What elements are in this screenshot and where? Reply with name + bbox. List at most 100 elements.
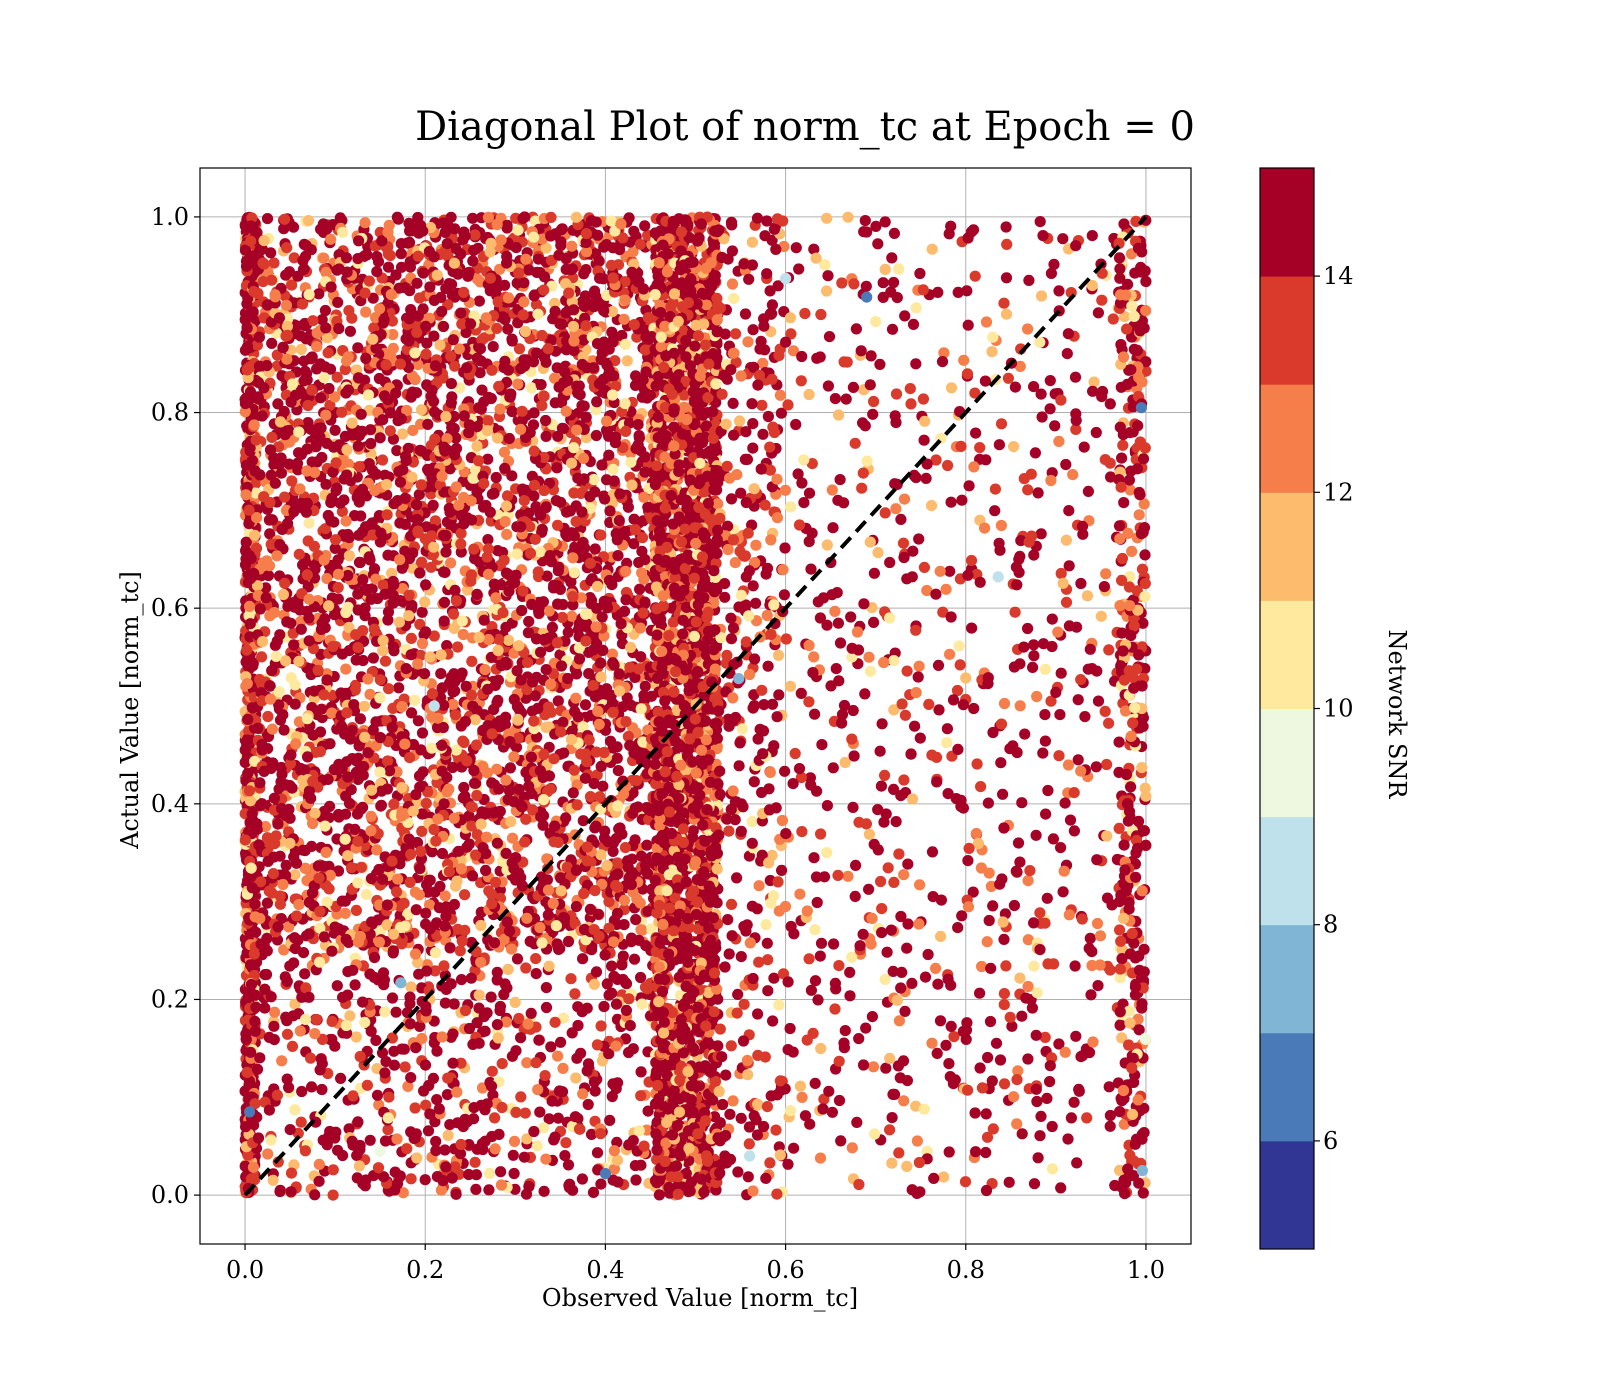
- scatter-point: [499, 355, 511, 367]
- scatter-point: [505, 816, 517, 828]
- scatter-point: [450, 595, 462, 607]
- scatter-point: [633, 275, 645, 287]
- scatter-point: [482, 568, 495, 581]
- scatter-point: [257, 276, 269, 288]
- scatter-point: [631, 893, 643, 905]
- scatter-point: [537, 819, 549, 831]
- scatter-point: [608, 475, 620, 487]
- scatter-point: [303, 289, 315, 301]
- scatter-point: [528, 715, 540, 727]
- scatter-point: [366, 517, 378, 529]
- scatter-point: [545, 556, 558, 568]
- scatter-point: [497, 607, 509, 619]
- scatter-point: [428, 395, 440, 407]
- scatter-point: [319, 361, 331, 373]
- scatter-point: [578, 268, 590, 280]
- scatter-point: [626, 479, 638, 491]
- scatter-point: [290, 738, 302, 750]
- scatter-point: [471, 486, 483, 498]
- scatter-point: [240, 545, 252, 557]
- scatter-point: [484, 272, 496, 284]
- scatter-point: [639, 596, 651, 608]
- scatter-point: [571, 799, 583, 811]
- scatter-point: [568, 567, 581, 579]
- scatter-point: [353, 372, 365, 384]
- scatter-point: [374, 432, 386, 444]
- scatter-point: [261, 932, 273, 945]
- scatter-point: [320, 409, 332, 421]
- scatter-point: [595, 671, 607, 683]
- scatter-point: [257, 636, 269, 648]
- scatter-point: [589, 543, 601, 555]
- scatter-point: [350, 904, 362, 917]
- scatter-point: [289, 679, 301, 691]
- scatter-point: [269, 477, 281, 489]
- scatter-point: [468, 764, 480, 777]
- scatter-point: [380, 359, 392, 371]
- scatter-point: [480, 312, 492, 324]
- scatter-points: [239, 211, 1152, 1201]
- scatter-point: [319, 820, 331, 832]
- scatter-point: [540, 721, 552, 734]
- scatter-point: [445, 557, 457, 569]
- scatter-point: [359, 249, 371, 262]
- scatter-point: [486, 364, 498, 376]
- scatter-point: [468, 244, 480, 256]
- scatter-point: [570, 692, 582, 704]
- scatter-point: [245, 1173, 257, 1185]
- scatter-point: [552, 519, 564, 531]
- scatter-point: [481, 425, 494, 437]
- scatter-point: [330, 457, 342, 469]
- scatter-point: [428, 294, 440, 306]
- scatter-point: [388, 798, 400, 810]
- scatter-point: [435, 649, 447, 661]
- scatter-point: [506, 832, 519, 844]
- scatter-point: [466, 801, 478, 813]
- scatter-point: [421, 337, 433, 349]
- scatter-point: [241, 644, 253, 656]
- scatter-point: [615, 218, 627, 230]
- scatter-point: [619, 397, 631, 410]
- scatter-point: [436, 739, 448, 752]
- scatter-point: [499, 516, 511, 528]
- scatter-point: [471, 352, 483, 364]
- scatter-point: [588, 362, 600, 374]
- scatter-point: [307, 817, 319, 830]
- scatter-point: [320, 846, 332, 859]
- scatter-point: [604, 370, 616, 382]
- scatter-point: [385, 289, 397, 301]
- scatter-point: [443, 278, 455, 290]
- scatter-point: [609, 870, 621, 882]
- scatter-point: [276, 768, 288, 780]
- scatter-point: [626, 869, 638, 881]
- scatter-point: [427, 499, 439, 511]
- scatter-point: [277, 588, 289, 601]
- scatter-point: [318, 689, 330, 701]
- scatter-point: [367, 333, 379, 345]
- scatter-point: [545, 230, 557, 242]
- scatter-point: [436, 305, 448, 318]
- scatter-point: [448, 812, 460, 824]
- scatter-point: [432, 712, 444, 724]
- scatter-point: [393, 682, 405, 694]
- scatter-point: [240, 489, 252, 501]
- scatter-point: [461, 362, 473, 374]
- scatter-point: [301, 374, 313, 386]
- scatter-point: [415, 404, 428, 416]
- scatter-point: [394, 476, 406, 488]
- scatter-point: [542, 884, 555, 896]
- scatter-point: [384, 765, 396, 777]
- scatter-point: [490, 471, 502, 484]
- scatter-point: [584, 490, 596, 503]
- scatter-point: [297, 559, 309, 571]
- scatter-point: [437, 320, 450, 333]
- scatter-point: [302, 535, 314, 547]
- scatter-point: [608, 659, 620, 671]
- scatter-point: [258, 382, 270, 394]
- scatter-point: [638, 573, 650, 585]
- scatter-point: [264, 610, 276, 622]
- scatter-point: [404, 752, 416, 764]
- scatter-point: [552, 565, 565, 577]
- scatter-point: [510, 569, 522, 581]
- scatter-point: [263, 560, 276, 572]
